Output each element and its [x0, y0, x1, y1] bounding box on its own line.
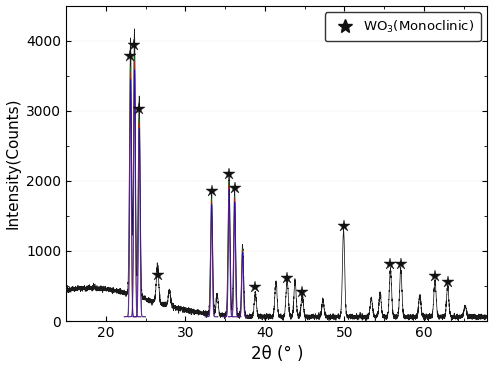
X-axis label: 2θ (° ): 2θ (° ) [250, 345, 303, 363]
Legend: WO$_3$(Monoclinic): WO$_3$(Monoclinic) [325, 12, 481, 41]
Y-axis label: Intensity(Counts): Intensity(Counts) [5, 97, 21, 229]
